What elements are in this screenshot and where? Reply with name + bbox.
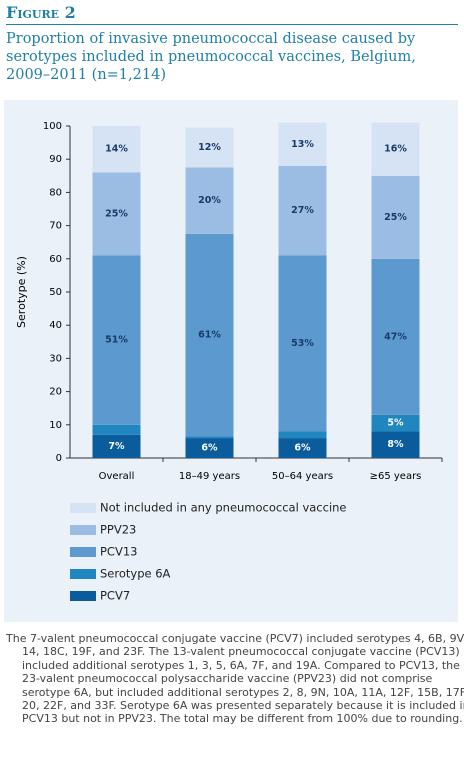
bar-segment bbox=[371, 431, 420, 458]
data-label: 25% bbox=[384, 212, 407, 223]
data-label: 20% bbox=[198, 195, 221, 206]
chart: Serotype (%) 0 10 20 30 40 50 60 70 80 90 100 Overa… bbox=[4, 100, 458, 622]
bar-segment bbox=[92, 126, 141, 173]
bar-segment bbox=[92, 255, 141, 425]
bar-segment bbox=[371, 414, 420, 432]
legend-label: Not included in any pneumococcal vaccine bbox=[100, 501, 347, 515]
data-label: 5% bbox=[387, 418, 404, 429]
x-tick-label: 18–49 years bbox=[179, 471, 240, 482]
legend-swatch bbox=[70, 547, 96, 557]
x-tick-label: Overall bbox=[99, 471, 135, 482]
legend-swatch bbox=[70, 525, 96, 535]
bar-segment bbox=[185, 233, 234, 437]
data-label: 7% bbox=[108, 441, 125, 452]
y-axis-label: Serotype (%) bbox=[15, 256, 28, 328]
bar-segment bbox=[185, 438, 234, 458]
bar-segment bbox=[278, 431, 327, 439]
bar-segment bbox=[371, 122, 420, 176]
bar-segment bbox=[371, 258, 420, 415]
y-tick-label: 90 bbox=[49, 154, 62, 165]
legend-swatch bbox=[70, 591, 96, 601]
data-label: 6% bbox=[201, 443, 218, 454]
figure-label: Figure 2 bbox=[6, 3, 458, 25]
y-tick-label: 0 bbox=[56, 453, 62, 464]
y-tick-label: 20 bbox=[49, 387, 62, 398]
y-tick-label: 80 bbox=[49, 187, 62, 198]
bar-segment bbox=[371, 175, 420, 259]
data-label: 61% bbox=[198, 330, 221, 341]
bar-segment bbox=[92, 434, 141, 458]
y-tick-label: 30 bbox=[49, 353, 62, 364]
legend-label: Serotype 6A bbox=[100, 567, 171, 581]
y-tick-label: 40 bbox=[49, 320, 62, 331]
x-tick-label: 50–64 years bbox=[272, 471, 333, 482]
data-label: 47% bbox=[384, 331, 407, 342]
legend-label: PPV23 bbox=[100, 523, 136, 537]
bar-segment bbox=[185, 127, 234, 168]
bar-segment bbox=[185, 167, 234, 234]
y-tick-label: 60 bbox=[49, 254, 62, 265]
bar-segment bbox=[278, 165, 327, 256]
data-label: 27% bbox=[291, 205, 314, 216]
data-label: 16% bbox=[384, 144, 407, 155]
footnote: The 7-valent pneumococcal conjugate vacc… bbox=[6, 632, 464, 726]
data-label: 53% bbox=[291, 338, 314, 349]
bar-segment bbox=[278, 438, 327, 458]
chart-title: Proportion of invasive pneumococcal dise… bbox=[6, 31, 416, 83]
data-label: 8% bbox=[387, 439, 404, 450]
data-label: 6% bbox=[294, 443, 311, 454]
x-tick-label: ≥65 years bbox=[370, 471, 422, 482]
legend-swatch bbox=[70, 503, 96, 513]
y-tick-label: 10 bbox=[49, 420, 62, 431]
legend-label: PCV13 bbox=[100, 545, 137, 559]
legend-swatch bbox=[70, 569, 96, 579]
bar-segment bbox=[278, 122, 327, 166]
bar-segment bbox=[92, 424, 141, 435]
data-label: 14% bbox=[105, 144, 128, 155]
y-tick-label: 100 bbox=[43, 121, 62, 132]
bar-segment bbox=[185, 436, 234, 439]
bar-segment bbox=[92, 172, 141, 256]
y-tick-label: 50 bbox=[49, 287, 62, 298]
data-label: 12% bbox=[198, 142, 221, 153]
bar-segment bbox=[278, 255, 327, 432]
legend-label: PCV7 bbox=[100, 589, 130, 603]
data-label: 13% bbox=[291, 139, 314, 150]
data-label: 25% bbox=[105, 208, 128, 219]
y-tick-label: 70 bbox=[49, 221, 62, 232]
data-label: 51% bbox=[105, 335, 128, 346]
